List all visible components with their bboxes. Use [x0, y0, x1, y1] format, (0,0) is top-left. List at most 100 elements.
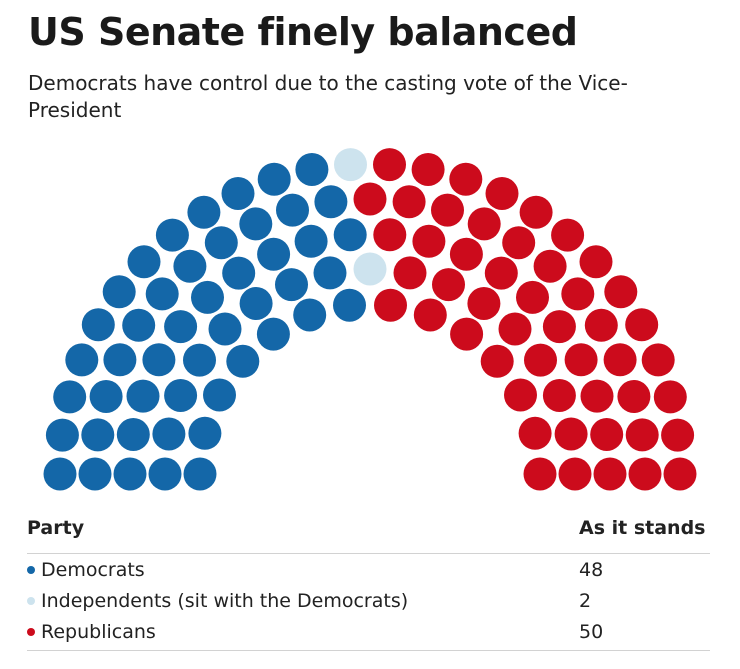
- seat-democrats: [257, 162, 291, 196]
- seat-republicans: [412, 224, 446, 258]
- seat-democrats: [314, 185, 348, 219]
- legend-text-independents: Independents (sit with the Democrats): [41, 589, 409, 612]
- seat-democrats: [293, 298, 327, 332]
- seat-republicans: [542, 310, 576, 344]
- seat-republicans: [524, 343, 557, 377]
- seat-democrats: [191, 280, 224, 314]
- seat-democrats: [126, 379, 160, 413]
- seat-democrats: [65, 343, 99, 377]
- seat-republicans: [617, 380, 651, 413]
- seat-democrats: [333, 218, 367, 252]
- seat-republicans: [551, 218, 585, 252]
- table-row-republicans: Republicans 50: [27, 616, 710, 647]
- seat-democrats: [221, 177, 255, 210]
- seat-democrats: [294, 224, 328, 258]
- seat-democrats: [122, 308, 156, 342]
- seat-independents: [334, 148, 367, 182]
- seat-democrats: [257, 237, 291, 271]
- legend-label-democrats: Democrats: [27, 559, 145, 581]
- seat-democrats: [81, 418, 115, 452]
- seat-republicans: [533, 249, 567, 283]
- seat-republicans: [561, 277, 595, 311]
- chart-title: US Senate finely balanced: [28, 10, 578, 54]
- legend-text-democrats: Democrats: [41, 558, 145, 581]
- seat-republicans: [542, 379, 576, 412]
- seat-republicans: [628, 457, 662, 491]
- seat-republicans: [480, 344, 514, 378]
- seat-democrats: [313, 256, 347, 290]
- seat-republicans: [353, 182, 387, 216]
- seat-independents: [353, 252, 387, 286]
- table-header: Party As it stands: [27, 517, 710, 554]
- seat-republicans: [373, 218, 407, 252]
- seat-democrats: [103, 343, 137, 377]
- seat-democrats: [276, 193, 309, 227]
- seat-republicans: [467, 207, 501, 241]
- seat-republicans: [413, 298, 447, 332]
- seat-democrats: [78, 457, 112, 491]
- seat-democrats: [53, 380, 87, 414]
- legend-label-republicans: Republicans: [27, 621, 156, 643]
- seat-democrats: [81, 308, 115, 342]
- seat-democrats: [152, 417, 186, 451]
- seat-table: Party As it stands Democrats 48 Independ…: [27, 517, 710, 651]
- seat-republicans: [431, 193, 464, 227]
- seat-republicans: [603, 343, 637, 377]
- seat-republicans: [554, 417, 588, 451]
- seat-democrats: [226, 344, 260, 378]
- seat-republicans: [564, 343, 598, 377]
- seat-republicans: [663, 457, 697, 491]
- seat-democrats: [164, 379, 198, 412]
- seat-democrats: [275, 268, 308, 302]
- seat-republicans: [467, 287, 501, 320]
- value-democrats: 48: [579, 558, 604, 581]
- seat-democrats: [142, 343, 176, 377]
- seat-democrats: [239, 207, 273, 241]
- seat-republicans: [579, 245, 613, 279]
- seat-republicans: [625, 308, 659, 342]
- independents-dot-icon: [27, 596, 35, 605]
- seat-democrats: [43, 457, 77, 491]
- legend-label-independents: Independents (sit with the Democrats): [27, 590, 408, 612]
- seat-democrats: [188, 416, 222, 450]
- value-independents: 2: [579, 589, 592, 612]
- seat-republicans: [449, 237, 483, 271]
- seat-republicans: [625, 418, 659, 452]
- header-party: Party: [27, 517, 85, 539]
- seat-democrats: [183, 457, 217, 491]
- seat-republicans: [449, 162, 483, 196]
- seat-democrats: [239, 287, 273, 320]
- seat-republicans: [432, 268, 465, 302]
- seat-democrats: [45, 418, 79, 452]
- seat-republicans: [604, 275, 638, 309]
- seat-republicans: [374, 288, 407, 322]
- table-row-democrats: Democrats 48: [27, 554, 710, 585]
- header-as-it-stands: As it stands: [579, 517, 706, 539]
- seat-republicans: [593, 457, 627, 491]
- seat-democrats: [116, 418, 150, 451]
- parliament-chart: [43, 148, 697, 491]
- legend-text-republicans: Republicans: [41, 620, 156, 643]
- seat-democrats: [256, 317, 290, 351]
- seat-republicans: [393, 256, 427, 290]
- seat-republicans: [484, 256, 518, 290]
- chart-subtitle: Democrats have control due to the castin…: [28, 71, 628, 122]
- seat-republicans: [641, 343, 675, 377]
- seat-republicans: [516, 280, 549, 314]
- seat-democrats: [203, 378, 236, 412]
- seat-democrats: [173, 249, 207, 283]
- seat-democrats: [145, 277, 179, 311]
- seat-democrats: [204, 226, 238, 260]
- seat-democrats: [164, 310, 198, 344]
- seat-republicans: [498, 312, 532, 346]
- seat-republicans: [590, 418, 624, 451]
- seat-democrats: [208, 312, 242, 346]
- seat-republicans: [518, 416, 552, 450]
- seat-republicans: [392, 185, 426, 219]
- seat-democrats: [113, 457, 147, 491]
- seat-republicans: [485, 177, 519, 210]
- seat-democrats: [102, 275, 136, 309]
- seat-republicans: [519, 195, 553, 229]
- seat-democrats: [155, 218, 189, 252]
- seat-republicans: [523, 457, 557, 491]
